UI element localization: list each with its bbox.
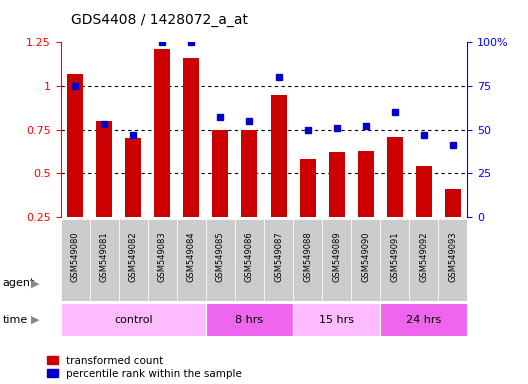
Text: 8 hrs: 8 hrs — [235, 314, 263, 325]
Bar — [154, 49, 171, 217]
FancyBboxPatch shape — [351, 219, 380, 301]
Text: agent: agent — [3, 278, 35, 288]
FancyBboxPatch shape — [293, 219, 322, 301]
Bar — [299, 159, 316, 217]
Bar — [328, 152, 345, 217]
FancyBboxPatch shape — [206, 303, 293, 336]
Bar — [357, 151, 374, 217]
Text: DETA-NONOate: DETA-NONOate — [294, 278, 379, 288]
FancyBboxPatch shape — [293, 303, 380, 336]
Text: GSM549086: GSM549086 — [245, 231, 254, 282]
FancyBboxPatch shape — [177, 219, 206, 301]
FancyBboxPatch shape — [90, 219, 119, 301]
Text: GSM549080: GSM549080 — [71, 231, 80, 282]
Text: GSM549087: GSM549087 — [274, 231, 283, 282]
Text: GDS4408 / 1428072_a_at: GDS4408 / 1428072_a_at — [71, 13, 248, 27]
Text: GSM549092: GSM549092 — [419, 231, 428, 282]
Legend: transformed count, percentile rank within the sample: transformed count, percentile rank withi… — [48, 356, 242, 379]
Text: GSM549089: GSM549089 — [332, 231, 341, 282]
Text: time: time — [3, 314, 28, 325]
Bar — [96, 121, 112, 217]
FancyBboxPatch shape — [380, 219, 409, 301]
Bar — [386, 137, 403, 217]
Text: GSM549088: GSM549088 — [303, 231, 312, 282]
FancyBboxPatch shape — [409, 219, 438, 301]
FancyBboxPatch shape — [235, 219, 264, 301]
Bar — [445, 189, 461, 217]
FancyBboxPatch shape — [264, 219, 293, 301]
Bar — [270, 95, 287, 217]
Text: GSM549093: GSM549093 — [448, 231, 457, 282]
Bar — [67, 74, 83, 217]
FancyBboxPatch shape — [380, 303, 467, 336]
Bar — [212, 130, 229, 217]
Bar — [416, 166, 432, 217]
Text: GSM549085: GSM549085 — [216, 231, 225, 282]
Text: GSM549090: GSM549090 — [361, 231, 370, 282]
Text: 15 hrs: 15 hrs — [319, 314, 354, 325]
Text: GSM549081: GSM549081 — [100, 231, 109, 282]
FancyBboxPatch shape — [119, 219, 148, 301]
FancyBboxPatch shape — [61, 267, 206, 300]
FancyBboxPatch shape — [206, 219, 235, 301]
Bar — [125, 138, 142, 217]
Text: control: control — [114, 278, 153, 288]
Bar — [241, 130, 258, 217]
Text: control: control — [114, 314, 153, 325]
Text: GSM549082: GSM549082 — [129, 231, 138, 282]
FancyBboxPatch shape — [438, 219, 467, 301]
Text: 24 hrs: 24 hrs — [406, 314, 441, 325]
Text: GSM549091: GSM549091 — [390, 231, 399, 282]
FancyBboxPatch shape — [61, 219, 90, 301]
FancyBboxPatch shape — [148, 219, 177, 301]
Text: ▶: ▶ — [31, 314, 39, 325]
Text: GSM549084: GSM549084 — [187, 231, 196, 282]
FancyBboxPatch shape — [206, 267, 467, 300]
Text: GSM549083: GSM549083 — [158, 231, 167, 282]
Text: ▶: ▶ — [31, 278, 39, 288]
Bar — [183, 58, 200, 217]
FancyBboxPatch shape — [61, 303, 206, 336]
FancyBboxPatch shape — [322, 219, 351, 301]
